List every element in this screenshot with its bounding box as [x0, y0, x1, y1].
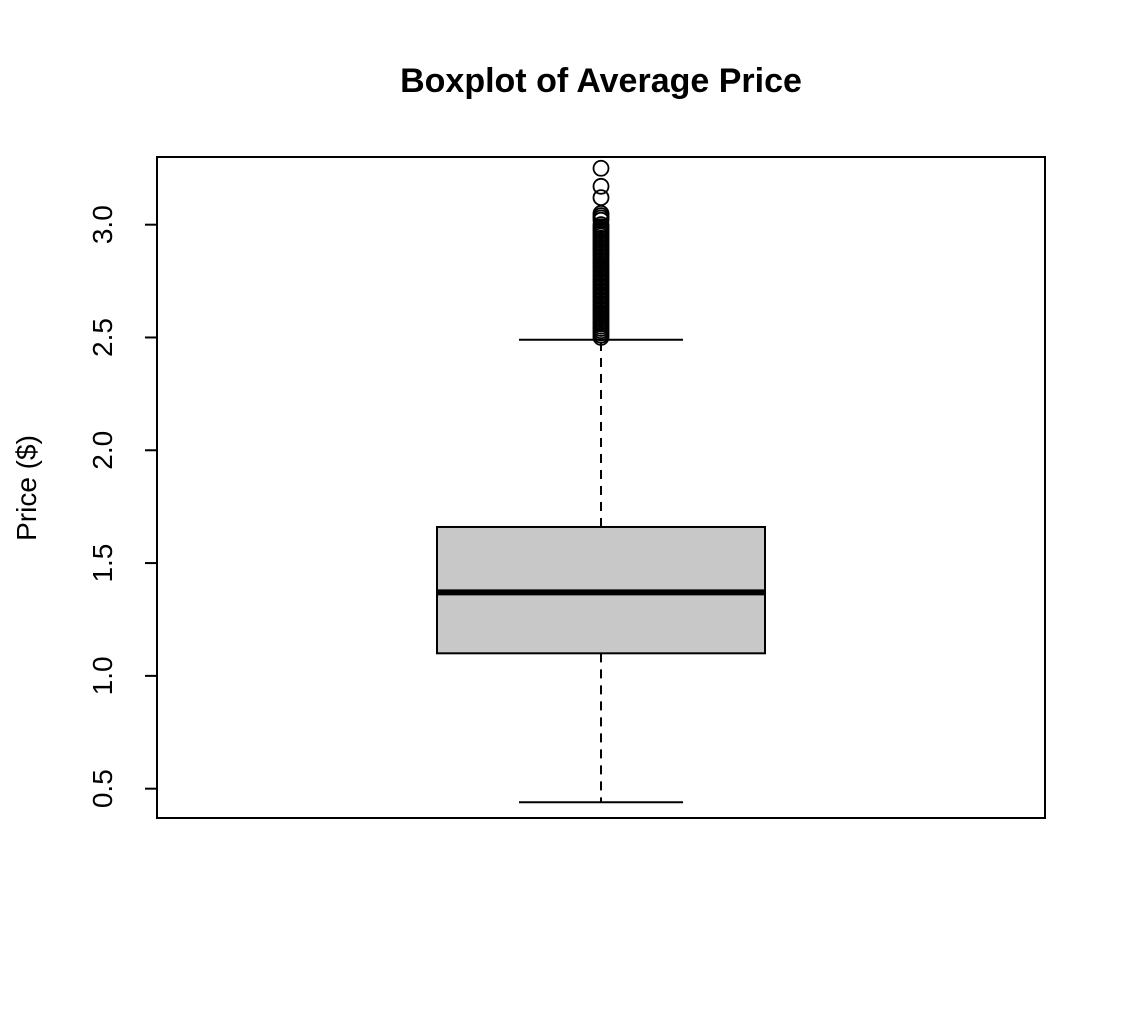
- chart-title: Boxplot of Average Price: [400, 62, 802, 100]
- y-axis-label: Price ($): [11, 435, 42, 541]
- y-tick-label: 1.5: [87, 544, 118, 583]
- outlier-point: [592, 329, 610, 346]
- y-tick-label: 3.0: [87, 205, 118, 244]
- y-tick-label: 0.5: [87, 769, 118, 808]
- y-axis: 0.5 1.0 1.5 2.0 2.5 3.0: [87, 205, 158, 808]
- y-tick-label: 2.5: [87, 318, 118, 357]
- y-tick-label: 2.0: [87, 431, 118, 470]
- outlier-points: [592, 159, 610, 346]
- y-tick-label: 1.0: [87, 656, 118, 695]
- box-group: [436, 338, 766, 804]
- outlier-point: [592, 159, 610, 177]
- outlier-point: [592, 189, 610, 207]
- outlier-point: [592, 177, 610, 195]
